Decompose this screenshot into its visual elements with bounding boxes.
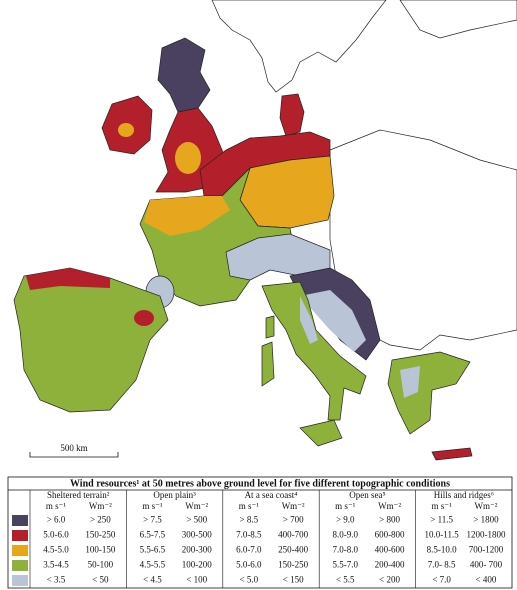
cell-value: > 500: [186, 515, 207, 525]
cell-value: 600-800: [375, 530, 405, 540]
unit-label: Wm⁻²: [282, 501, 305, 511]
group-name: Hills and ridges⁶: [434, 490, 494, 500]
cell-value: 5.5-7.0: [332, 560, 358, 570]
cell-value: < 100: [186, 575, 207, 585]
cell-value: < 3.5: [47, 575, 66, 585]
cell-value: 200-300: [182, 545, 212, 555]
unit-label: m s⁻¹: [432, 501, 453, 511]
cell-value: 100-150: [85, 545, 115, 555]
cell-value: 250-400: [278, 545, 308, 555]
cell-value: 7.0-8.0: [332, 545, 358, 555]
cell-value: 400-600: [375, 545, 405, 555]
france-northwest: [144, 196, 230, 236]
group-name: Sheltered terrain²: [47, 490, 110, 500]
color-swatch: [12, 515, 28, 526]
cell-value: 6.5-7.5: [140, 530, 166, 540]
cell-value: > 11.5: [430, 515, 453, 525]
cell-value: < 150: [283, 575, 304, 585]
greece: [387, 351, 471, 435]
crete: [431, 447, 473, 461]
cell-value: 3.5-4.5: [43, 560, 69, 570]
cell-value: 200-400: [375, 560, 405, 570]
england-inland: [175, 142, 201, 174]
unit-label: m s⁻¹: [142, 501, 163, 511]
color-swatch: [12, 560, 28, 571]
cell-value: 100-200: [182, 560, 212, 570]
cell-value: > 250: [90, 515, 111, 525]
legend-title: Wind resources¹ at 50 metres above groun…: [70, 478, 450, 489]
cell-value: < 7.0: [432, 575, 451, 585]
cell-value: 4.5-5.0: [43, 545, 69, 555]
cell-value: < 400: [476, 575, 497, 585]
cell-value: < 50: [92, 575, 109, 585]
color-swatch: [12, 545, 28, 556]
cell-value: 4.5-5.5: [140, 560, 166, 570]
color-swatch: [12, 575, 28, 586]
cell-value: > 1800: [473, 515, 499, 525]
cell-value: > 700: [283, 515, 304, 525]
cell-value: 150-250: [85, 530, 115, 540]
cell-value: 300-500: [182, 530, 212, 540]
cell-value: > 6.0: [47, 515, 66, 525]
greece-inland: [400, 366, 420, 398]
cell-value: < 5.5: [336, 575, 355, 585]
cell-value: 7.0-8.5: [236, 530, 262, 540]
unit-label: Wm⁻²: [89, 501, 112, 511]
cell-value: < 5.0: [240, 575, 259, 585]
color-swatch: [12, 530, 28, 541]
balkans-inland: [300, 290, 366, 352]
scale-bar: [29, 452, 119, 458]
cell-value: > 800: [379, 515, 400, 525]
apennines: [300, 296, 318, 344]
unit-label: Wm⁻²: [474, 501, 497, 511]
legend-table: Wind resources¹ at 50 metres above groun…: [7, 476, 513, 589]
cell-value: 700-1200: [469, 545, 504, 555]
sicily: [299, 419, 343, 447]
cell-value: > 7.5: [143, 515, 162, 525]
scotland: [157, 37, 211, 113]
cell-value: 6.0-7.0: [236, 545, 262, 555]
cell-value: < 200: [379, 575, 400, 585]
ebro: [134, 310, 154, 326]
unit-label: Wm⁻²: [185, 501, 208, 511]
unit-label: m s⁻¹: [239, 501, 260, 511]
cell-value: 150-250: [278, 560, 308, 570]
italy: [261, 281, 367, 421]
corsica: [265, 315, 275, 339]
legend-border: [7, 476, 513, 589]
scale-label: 500 km: [60, 443, 87, 453]
cell-value: 8.0-9.0: [332, 530, 358, 540]
group-name: At a sea coast⁴: [245, 490, 298, 500]
cell-value: 400-700: [278, 530, 308, 540]
unit-label: m s⁻¹: [335, 501, 356, 511]
denmark: [279, 93, 305, 137]
sardinia: [261, 341, 275, 387]
ireland-inland: [118, 123, 134, 137]
cell-value: 10.0-11.5: [425, 530, 460, 540]
cell-value: 8.5-10.0: [427, 545, 457, 555]
cell-value: 50-100: [88, 560, 114, 570]
group-name: Open plain³: [153, 490, 196, 500]
cell-value: 7.0- 8.5: [428, 560, 456, 570]
cell-value: > 8.5: [240, 515, 259, 525]
cell-value: > 9.0: [336, 515, 355, 525]
iberia: [13, 267, 169, 413]
cell-value: 400- 700: [470, 560, 503, 570]
cell-value: 5.0-6.0: [43, 530, 69, 540]
cell-value: < 4.5: [143, 575, 162, 585]
map: 500 km: [13, 0, 517, 461]
cell-value: 1200-1800: [466, 530, 505, 540]
finland: [399, 0, 517, 39]
cell-value: 5.5-6.5: [140, 545, 166, 555]
unit-label: m s⁻¹: [46, 501, 67, 511]
cell-value: 5.0-6.0: [236, 560, 262, 570]
unit-label: Wm⁻²: [378, 501, 401, 511]
scandinavia: [211, 0, 387, 93]
iberia-north-coast: [26, 268, 110, 290]
group-name: Open sea⁵: [349, 490, 385, 500]
